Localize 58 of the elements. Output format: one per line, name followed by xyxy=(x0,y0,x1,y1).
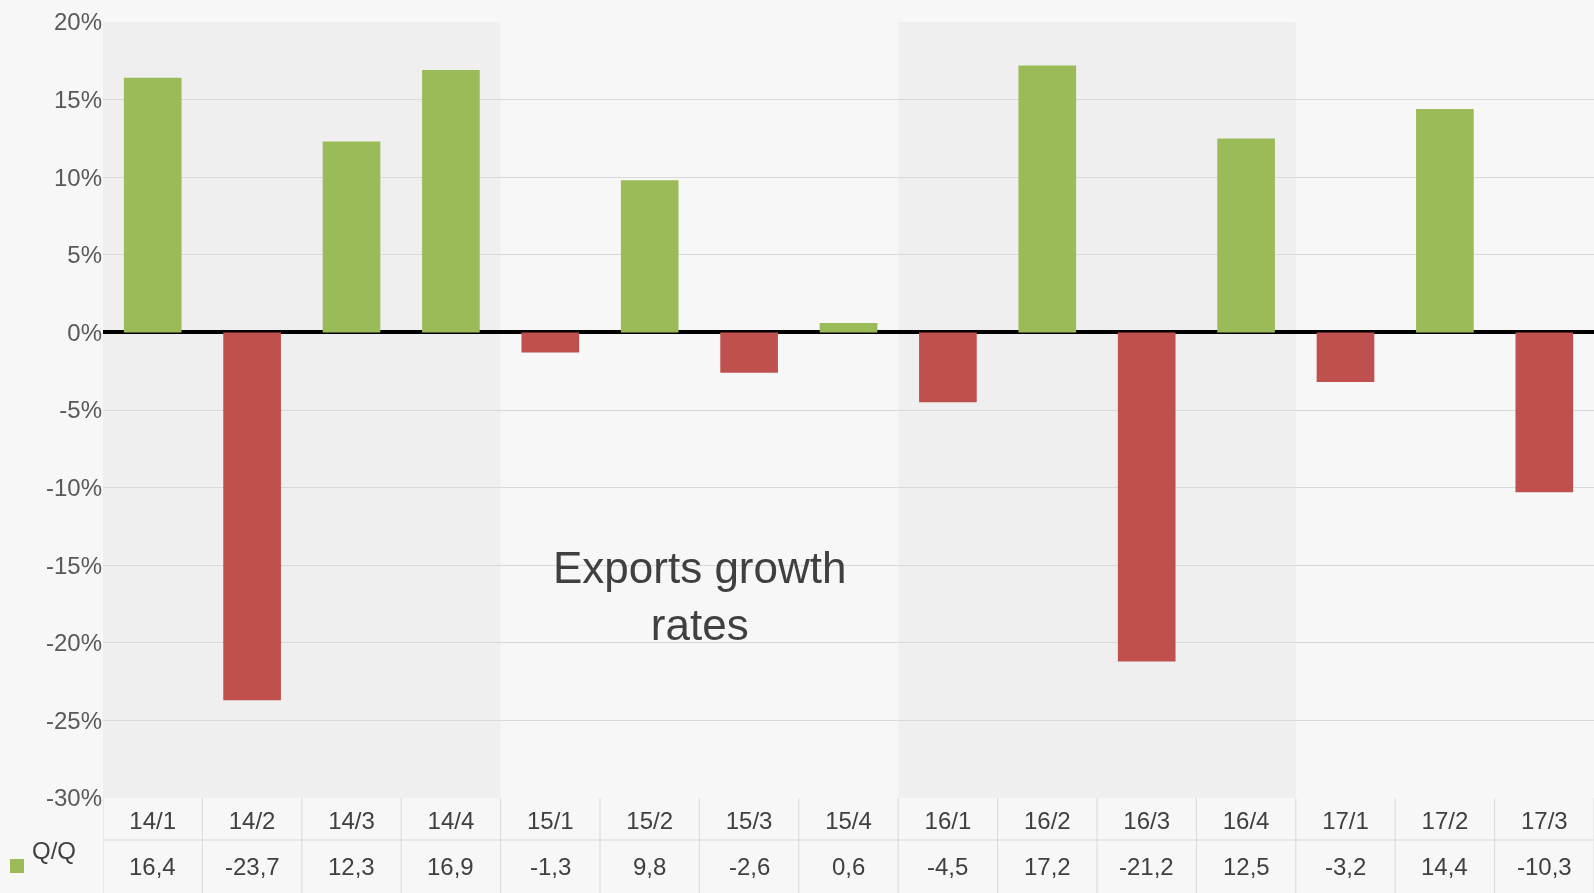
bar xyxy=(919,332,977,403)
bar xyxy=(1316,332,1375,383)
x-tick-label: 15/2 xyxy=(626,807,674,834)
data-label: 16,9 xyxy=(427,853,474,880)
data-label: 16,4 xyxy=(129,853,176,880)
bar xyxy=(123,77,182,333)
x-tick-label: 17/2 xyxy=(1421,807,1469,834)
x-tick-label: 14/4 xyxy=(427,807,475,834)
data-label: 12,5 xyxy=(1223,853,1270,880)
bar xyxy=(1416,108,1474,333)
x-tick-label: 14/1 xyxy=(129,807,177,834)
data-label: 0,6 xyxy=(832,853,866,880)
bar xyxy=(720,332,778,373)
x-tick-label: 15/1 xyxy=(526,807,574,834)
data-label: 12,3 xyxy=(328,853,375,880)
data-label: -3,2 xyxy=(1325,853,1367,880)
y-tick-label: -5% xyxy=(59,396,102,424)
y-tick-label: 20% xyxy=(53,8,102,36)
x-tick-label: 16/3 xyxy=(1123,807,1171,834)
data-label: 17,2 xyxy=(1024,853,1071,880)
data-label: 9,8 xyxy=(633,853,667,880)
data-label: 14,4 xyxy=(1421,853,1468,880)
bar xyxy=(422,70,480,333)
y-tick-label: 0% xyxy=(67,318,102,346)
x-tick-label: 16/2 xyxy=(1023,807,1071,834)
data-label: -10,3 xyxy=(1517,853,1572,880)
x-tick-label: 15/3 xyxy=(725,807,773,834)
x-tick-label: 14/2 xyxy=(228,807,276,834)
legend-label: Q/Q xyxy=(32,837,77,864)
bar xyxy=(322,141,381,333)
y-tick-label: 15% xyxy=(53,86,102,113)
bar xyxy=(1217,138,1275,333)
bar xyxy=(1515,332,1574,493)
x-tick-label: 15/4 xyxy=(825,807,872,834)
x-tick-label: 16/1 xyxy=(924,807,972,834)
y-tick-label: 5% xyxy=(67,241,102,269)
y-tick-label: -15% xyxy=(45,551,102,579)
y-tick-label: 10% xyxy=(53,163,102,191)
x-tick-label: 17/3 xyxy=(1520,807,1568,834)
text: Exports growth rates xyxy=(553,543,847,650)
bar xyxy=(1018,65,1077,333)
bar xyxy=(620,180,679,333)
data-label: -1,3 xyxy=(530,853,572,880)
bar xyxy=(819,323,878,333)
bar xyxy=(521,332,580,353)
y-tick-label: -30% xyxy=(45,784,102,812)
bar xyxy=(223,332,281,701)
y-tick-label: -10% xyxy=(45,474,102,501)
y-tick-label: -20% xyxy=(45,629,102,657)
data-label: -23,7 xyxy=(225,853,280,880)
data-label: -2,6 xyxy=(729,853,771,880)
y-tick-label: -25% xyxy=(45,706,102,734)
data-label: -21,2 xyxy=(1119,853,1174,880)
x-tick-label: 14/3 xyxy=(328,807,375,834)
data-label: -4,5 xyxy=(927,853,969,880)
x-tick-label: 16/4 xyxy=(1222,807,1270,834)
bar xyxy=(1117,332,1176,662)
x-tick-label: 17/1 xyxy=(1322,807,1369,834)
